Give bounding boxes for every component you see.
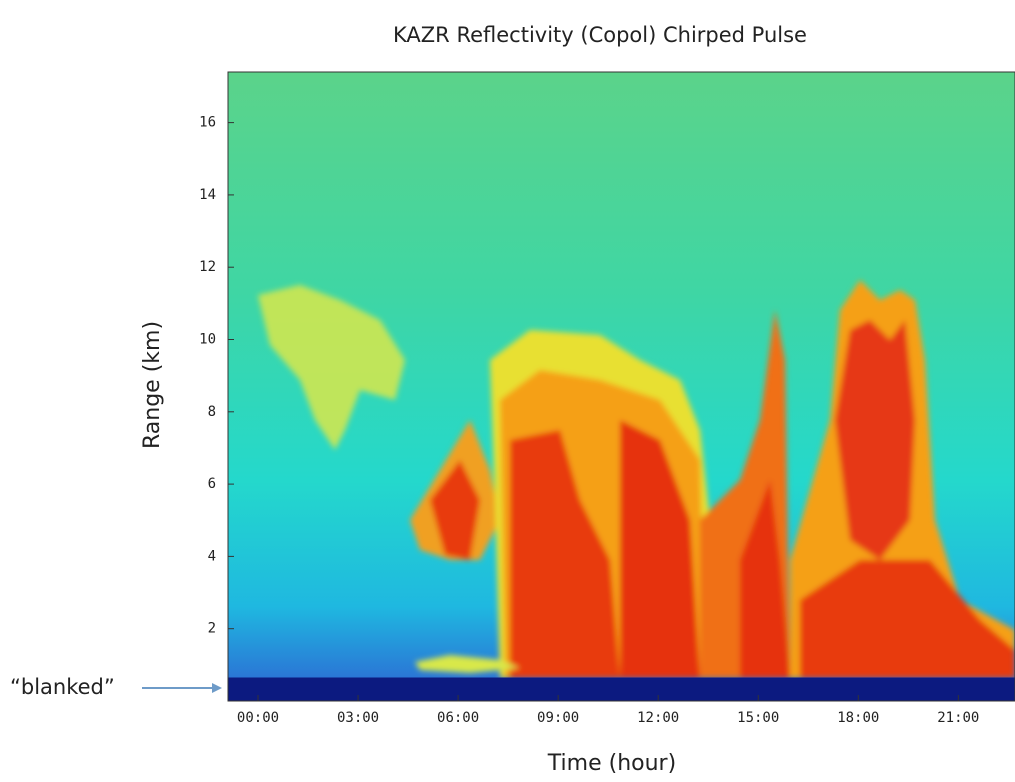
annotation: “blanked” xyxy=(10,675,115,699)
y-tick-label: 16 xyxy=(199,115,216,131)
x-axis-label: Time (hour) xyxy=(547,751,676,776)
x-tick-label: 06:00 xyxy=(437,710,479,726)
x-tick-label: 18:00 xyxy=(837,710,879,726)
y-axis-label: Range (km) xyxy=(140,321,165,449)
x-tick-label: 21:00 xyxy=(937,710,979,726)
annotation-arrowhead xyxy=(212,683,222,693)
y-tick-label: 8 xyxy=(208,404,216,420)
y-tick-label: 10 xyxy=(199,332,216,348)
y-tick-label: 14 xyxy=(199,187,216,203)
x-tick-label: 00:00 xyxy=(237,710,279,726)
blanked-region xyxy=(228,677,1015,701)
y-tick-label: 2 xyxy=(208,621,216,637)
plot-frame xyxy=(227,71,1015,702)
reflectivity-field xyxy=(258,280,1015,678)
x-tick-label: 03:00 xyxy=(337,710,379,726)
chart-title: KAZR Reflectivity (Copol) Chirped Pulse xyxy=(393,23,807,47)
y-tick-label: 12 xyxy=(199,259,216,275)
x-tick-label: 09:00 xyxy=(537,710,579,726)
x-tick-label: 15:00 xyxy=(737,710,779,726)
y-tick-label: 4 xyxy=(208,548,216,564)
x-tick-label: 12:00 xyxy=(637,710,679,726)
y-tick-label: 6 xyxy=(208,476,216,492)
